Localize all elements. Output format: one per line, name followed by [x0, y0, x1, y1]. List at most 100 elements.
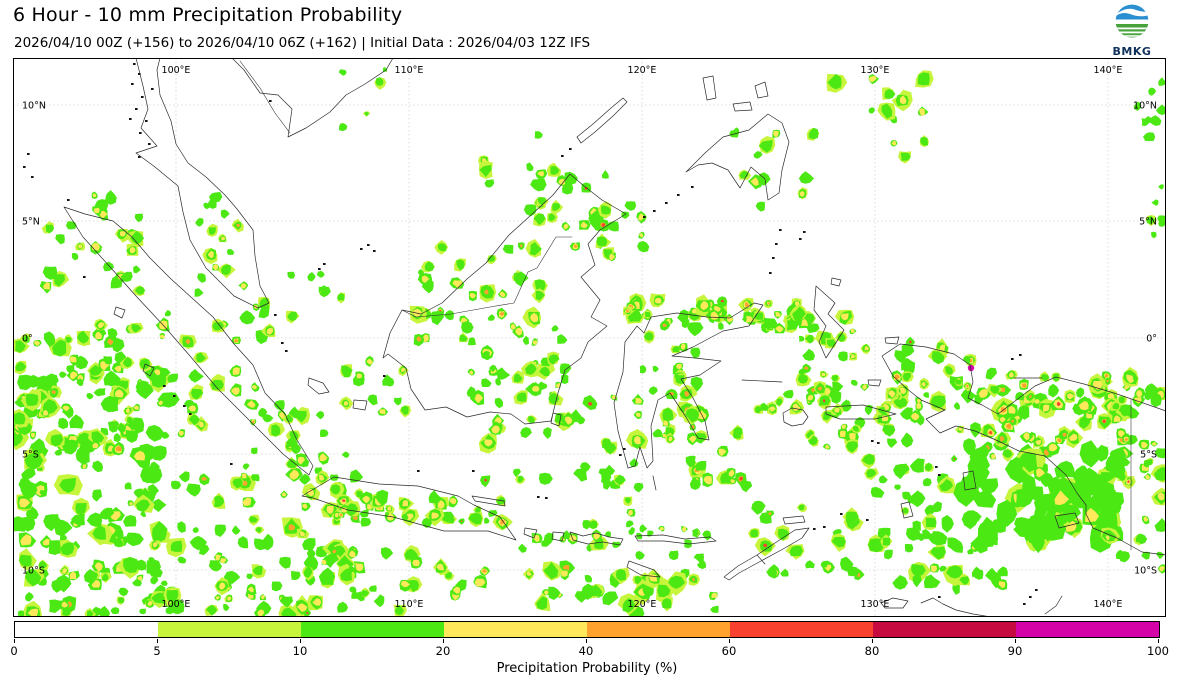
colorbar-tick-mark	[14, 639, 15, 643]
precip-blob	[612, 541, 621, 548]
small-island	[1011, 358, 1014, 360]
precip-blob	[1136, 389, 1143, 398]
precip-blob	[559, 363, 572, 375]
precip-blob	[1159, 566, 1165, 572]
precip-blob	[837, 351, 848, 362]
precip-blob	[924, 462, 933, 472]
small-island	[537, 496, 540, 498]
precip-blob	[1154, 518, 1166, 532]
precip-blob	[241, 473, 247, 479]
precip-blob	[168, 599, 185, 615]
precip-blob	[406, 513, 414, 521]
precip-blob	[76, 378, 84, 387]
precip-blob	[208, 227, 216, 235]
precip-blob	[1151, 441, 1157, 446]
precip-blob	[846, 441, 859, 453]
precip-blob	[1041, 374, 1050, 382]
precip-blob	[636, 412, 641, 417]
precip-blob	[194, 288, 204, 297]
precip-blob	[133, 488, 143, 498]
precip-blob	[801, 318, 808, 327]
small-island	[373, 250, 376, 252]
small-island	[799, 238, 802, 240]
precip-blob	[158, 400, 163, 405]
precip-blob	[531, 385, 540, 392]
precip-blob	[315, 410, 325, 420]
precip-blob	[834, 407, 840, 413]
precip-blob	[925, 517, 937, 528]
precip-blob	[663, 421, 669, 426]
precip-blob	[841, 424, 846, 429]
lat-label: 0°	[1146, 334, 1157, 345]
precip-blob	[1119, 551, 1131, 563]
precip-blob	[652, 365, 659, 373]
precip-blob	[223, 603, 230, 612]
colorbar-ticks: 0 5 10 20 40 60 80 90 100	[10, 639, 1169, 661]
precip-blob	[336, 555, 354, 570]
small-island	[1019, 354, 1022, 356]
precip-blob	[703, 475, 712, 485]
precip-blob	[760, 402, 769, 411]
precip-blob	[850, 328, 855, 333]
precip-blob	[639, 364, 647, 374]
precip-blob	[437, 500, 445, 509]
small-island	[866, 519, 869, 521]
precip-blob	[1067, 393, 1074, 400]
precip-blob	[122, 356, 132, 368]
precip-blob	[932, 501, 942, 513]
precip-blob	[638, 213, 646, 221]
precip-blob	[510, 323, 516, 330]
precip-blob	[996, 499, 1018, 527]
small-island	[472, 470, 475, 472]
precip-blob	[911, 564, 926, 577]
precip-blob	[1126, 374, 1134, 384]
precip-blob	[900, 387, 907, 394]
small-island	[318, 268, 321, 270]
precip-blob	[431, 512, 439, 519]
small-island	[383, 375, 386, 377]
precip-blob	[54, 574, 72, 593]
precip-blob	[690, 425, 695, 429]
precip-blob	[297, 456, 305, 465]
precip-blob	[1006, 423, 1012, 429]
precip-blob	[515, 327, 523, 336]
precip-blob	[92, 442, 99, 449]
precip-blob	[657, 584, 671, 598]
precip-blob	[635, 397, 643, 404]
precip-blob	[362, 495, 371, 504]
precip-blob	[923, 392, 929, 398]
precip-blob	[367, 394, 378, 406]
precip-blob	[870, 487, 885, 498]
precip-blob	[798, 368, 806, 376]
precip-blob	[827, 73, 842, 90]
precip-blob	[468, 337, 476, 346]
precip-blob	[967, 453, 990, 476]
precip-blob	[684, 390, 690, 397]
precip-blob	[513, 271, 529, 287]
precip-blob	[588, 402, 593, 406]
colorbar-tick-mark	[1015, 639, 1016, 643]
precip-blob	[97, 322, 104, 329]
precip-blob	[852, 516, 860, 527]
precip-blob	[596, 236, 608, 247]
precip-blob	[1141, 463, 1150, 472]
precip-blob	[562, 530, 571, 539]
border-indochina	[239, 60, 291, 134]
precip-blob	[237, 536, 249, 549]
small-island	[138, 73, 141, 75]
precip-blob	[348, 566, 355, 572]
precip-blob	[868, 107, 875, 114]
precip-blob	[145, 424, 165, 442]
precip-blob	[639, 524, 648, 533]
precip-blob	[330, 484, 341, 495]
precip-blob	[1141, 441, 1148, 449]
precip-blob	[823, 411, 832, 421]
precip-blob	[959, 576, 970, 586]
precip-blob	[279, 556, 291, 569]
precip-blob	[287, 271, 296, 279]
precip-blob	[127, 417, 143, 431]
precip-blob	[366, 358, 373, 365]
precip-blob	[220, 209, 230, 219]
precip-blob	[43, 331, 56, 348]
precip-blob	[1068, 489, 1089, 507]
